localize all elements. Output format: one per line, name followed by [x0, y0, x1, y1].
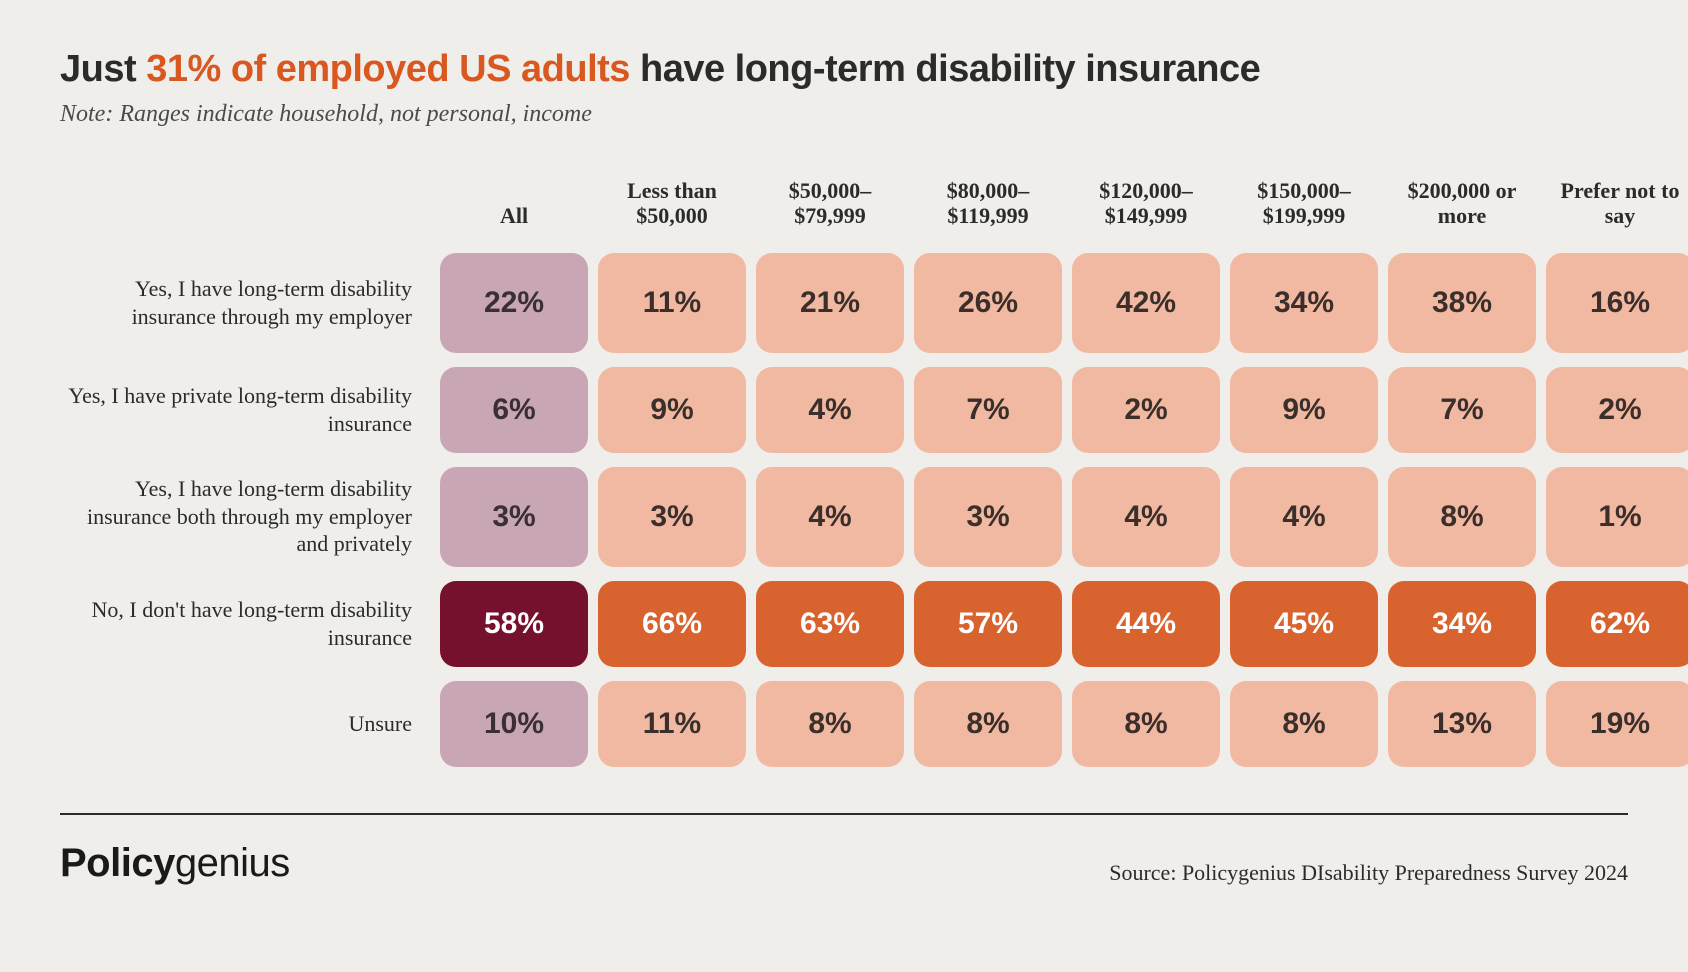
table-cell: 8% [914, 681, 1062, 767]
row-label: No, I don't have long-term disability in… [60, 596, 430, 651]
table-cell: 6% [440, 367, 588, 453]
table-cell: 62% [1546, 581, 1688, 667]
table-cell: 66% [598, 581, 746, 667]
title-prefix: Just [60, 48, 146, 90]
table-cell: 42% [1072, 253, 1220, 353]
table-cell: 44% [1072, 581, 1220, 667]
table-cell: 8% [1072, 681, 1220, 767]
brand-bold: Policy [60, 841, 175, 885]
data-table: All Less than $50,000$50,000–$79,999$80,0… [60, 178, 1628, 767]
table-cell: 16% [1546, 253, 1688, 353]
table-cell: 3% [440, 467, 588, 567]
table-cell: 4% [1230, 467, 1378, 567]
table-cell: 22% [440, 253, 588, 353]
table-cell: 45% [1230, 581, 1378, 667]
column-header: $150,000–$199,999 [1230, 178, 1378, 239]
chart-subtitle: Note: Ranges indicate household, not per… [60, 101, 1628, 128]
table-cell: 21% [756, 253, 904, 353]
table-cell: 9% [1230, 367, 1378, 453]
table-cell: 58% [440, 581, 588, 667]
title-highlight: 31% of employed US adults [146, 48, 630, 90]
table-cell: 8% [1230, 681, 1378, 767]
row-label: Yes, I have long-term disability insuran… [60, 475, 430, 558]
table-cell: 11% [598, 681, 746, 767]
column-header: $200,000 or more [1388, 178, 1536, 239]
row-label: Yes, I have long-term disability insuran… [60, 275, 430, 330]
table-cell: 7% [914, 367, 1062, 453]
table-cell: 7% [1388, 367, 1536, 453]
table-cell: 34% [1388, 581, 1536, 667]
table-cell: 57% [914, 581, 1062, 667]
table-cell: 4% [756, 367, 904, 453]
table-cell: 4% [1072, 467, 1220, 567]
table-cell: 2% [1072, 367, 1220, 453]
table-cell: 2% [1546, 367, 1688, 453]
footer: Policygenius Source: Policygenius DIsabi… [60, 841, 1628, 886]
brand-light: genius [175, 841, 290, 885]
row-label: Unsure [60, 710, 430, 738]
table-cell: 19% [1546, 681, 1688, 767]
row-label: Yes, I have private long-term disability… [60, 382, 430, 437]
table-cell: 10% [440, 681, 588, 767]
table-cell: 4% [756, 467, 904, 567]
table-cell: 3% [598, 467, 746, 567]
source-text: Source: Policygenius DIsability Prepared… [1109, 860, 1628, 886]
chart-title: Just 31% of employed US adults have long… [60, 48, 1628, 91]
table-cell: 11% [598, 253, 746, 353]
column-header: All [440, 203, 588, 238]
table-cell: 13% [1388, 681, 1536, 767]
table-cell: 34% [1230, 253, 1378, 353]
table-cell: 1% [1546, 467, 1688, 567]
brand-logo: Policygenius [60, 841, 290, 886]
table-cell: 38% [1388, 253, 1536, 353]
column-header: $50,000–$79,999 [756, 178, 904, 239]
column-header: Less than $50,000 [598, 178, 746, 239]
footer-divider [60, 813, 1628, 815]
table-cell: 63% [756, 581, 904, 667]
table-cell: 3% [914, 467, 1062, 567]
table-cell: 26% [914, 253, 1062, 353]
table-cell: 8% [756, 681, 904, 767]
table-cell: 9% [598, 367, 746, 453]
column-header: $80,000–$119,999 [914, 178, 1062, 239]
column-header: Prefer not to say [1546, 178, 1688, 239]
table-cell: 8% [1388, 467, 1536, 567]
column-header: $120,000–$149,999 [1072, 178, 1220, 239]
title-suffix: have long-term disability insurance [630, 48, 1260, 90]
